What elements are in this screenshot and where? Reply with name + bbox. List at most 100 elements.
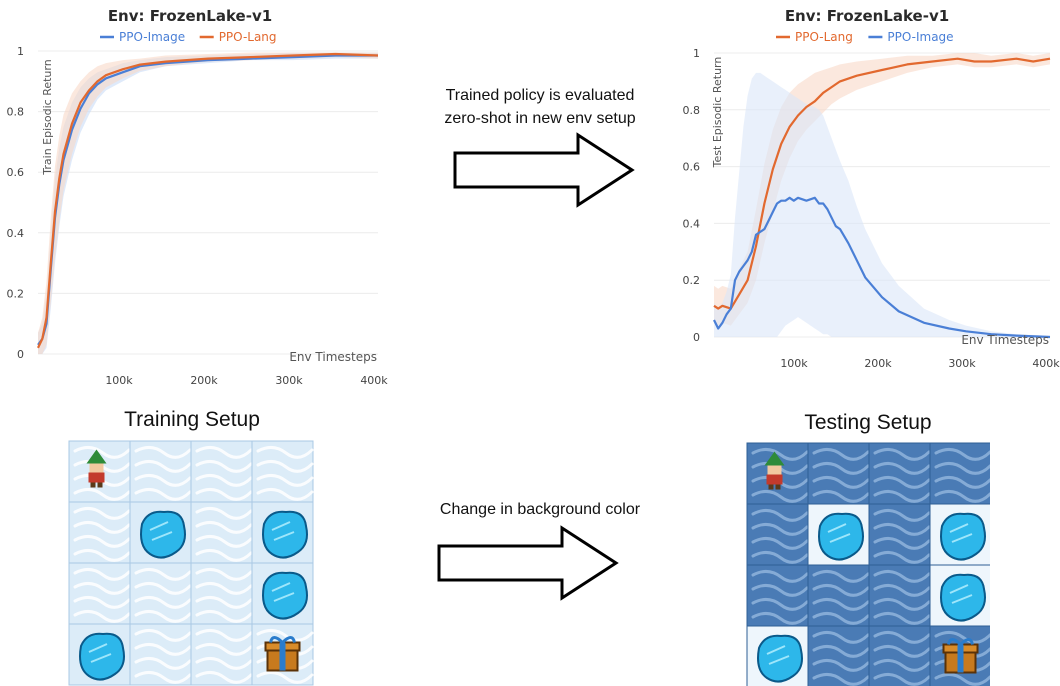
hole-ripple <box>827 523 851 543</box>
x-tick-label: 100k <box>780 357 808 370</box>
elf-hat-icon <box>764 451 785 466</box>
gift-bow-icon <box>269 636 296 644</box>
ice-streak <box>812 673 870 686</box>
ice-streak <box>873 584 931 597</box>
chart-title: Env: FrozenLake-v1 <box>108 7 272 25</box>
series-line-PPO-Lang <box>37 52 379 349</box>
gift-bow-icon <box>947 638 974 646</box>
hole-ripple <box>271 521 295 541</box>
ice-streak <box>751 584 809 597</box>
ice-streak <box>134 643 192 656</box>
ice-streak <box>873 448 931 461</box>
y-tick-label: 0.2 <box>7 287 25 300</box>
elf-boot-icon <box>775 484 781 490</box>
ice-streak <box>873 659 931 672</box>
training-grid <box>68 440 314 686</box>
x-axis-label: Env Timesteps <box>961 333 1049 347</box>
y-tick-label: 0.8 <box>7 106 25 119</box>
ice-streak <box>751 523 809 536</box>
hole-ripple <box>949 584 973 604</box>
ice-streak <box>812 462 870 475</box>
ice-streak <box>256 460 314 473</box>
ice-streak <box>812 448 870 461</box>
ice-streak <box>256 629 314 642</box>
ice-streak <box>73 568 131 581</box>
ice-streak <box>195 596 253 609</box>
ice-streak <box>195 460 253 473</box>
y-axis-label: Train Episodic Return <box>41 59 54 175</box>
testing-setup-title: Testing Setup <box>804 411 932 434</box>
ice-streak <box>195 474 253 487</box>
ice-streak <box>751 537 809 550</box>
ice-streak <box>195 643 253 656</box>
ice-streak <box>256 446 314 459</box>
ice-streak <box>751 598 809 611</box>
top-right-arrow-icon <box>453 132 635 208</box>
ice-streak <box>934 631 990 644</box>
ice-streak <box>751 612 809 625</box>
ice-streak <box>73 596 131 609</box>
ice-streak <box>134 446 192 459</box>
elf-face-icon <box>767 465 782 475</box>
hole-ripple <box>271 582 295 602</box>
ice-streak <box>134 488 192 501</box>
y-tick-label: 0.4 <box>683 217 701 230</box>
ice-streak <box>812 490 870 503</box>
ice-streak <box>73 610 131 623</box>
top-caption-line1: Trained policy is evaluated <box>445 87 635 104</box>
ice-streak <box>73 582 131 595</box>
x-axis-label: Env Timesteps <box>289 350 377 364</box>
ice-streak <box>134 474 192 487</box>
ice-streak <box>873 462 931 475</box>
ice-streak <box>934 490 990 503</box>
y-tick-label: 0.6 <box>683 161 701 174</box>
hole-ripple <box>949 523 973 543</box>
ice-streak <box>195 629 253 642</box>
y-tick-label: 0 <box>693 331 700 344</box>
ice-streak <box>873 476 931 489</box>
x-tick-label: 100k <box>105 374 133 387</box>
ice-streak <box>195 549 253 562</box>
training-setup-title: Training Setup <box>124 408 260 431</box>
ice-streak <box>195 610 253 623</box>
ice-streak <box>873 537 931 550</box>
ice-streak <box>195 446 253 459</box>
ice-streak <box>812 476 870 489</box>
ice-streak <box>873 631 931 644</box>
ice-streak <box>73 521 131 534</box>
y-tick-label: 0.8 <box>683 104 701 117</box>
y-tick-label: 0.6 <box>7 166 25 179</box>
elf-body-icon <box>766 474 783 485</box>
ice-streak <box>256 474 314 487</box>
y-tick-label: 0.4 <box>7 227 25 240</box>
ice-streak <box>73 535 131 548</box>
ice-streak <box>934 476 990 489</box>
hole-ripple <box>88 643 112 663</box>
ice-streak <box>873 673 931 686</box>
ice-streak <box>751 551 809 564</box>
x-tick-label: 200k <box>864 357 892 370</box>
ice-streak <box>934 448 990 461</box>
x-tick-label: 300k <box>275 374 303 387</box>
ice-streak <box>934 673 990 686</box>
elf-body-icon <box>88 472 105 483</box>
y-tick-label: 1 <box>17 45 24 58</box>
elf-boot-icon <box>768 484 774 490</box>
train-return-chart: 0 0.2 0.4 0.6 0.8 1 100k 200k 300k 400k Env: Froze… <box>7 7 389 387</box>
elf-boot-icon <box>97 482 103 488</box>
ice-streak <box>73 507 131 520</box>
ice-streak <box>195 657 253 670</box>
ice-streak <box>873 490 931 503</box>
x-tick-label: 400k <box>360 374 388 387</box>
ice-streak <box>812 570 870 583</box>
ice-streak <box>873 509 931 522</box>
hole-ripple <box>766 645 790 665</box>
ice-streak <box>73 488 131 501</box>
ice-streak <box>256 488 314 501</box>
ice-streak <box>195 507 253 520</box>
ice-streak <box>134 657 192 670</box>
ice-streak <box>812 598 870 611</box>
ice-streak <box>134 582 192 595</box>
ice-streak <box>73 549 131 562</box>
ice-streak <box>812 659 870 672</box>
